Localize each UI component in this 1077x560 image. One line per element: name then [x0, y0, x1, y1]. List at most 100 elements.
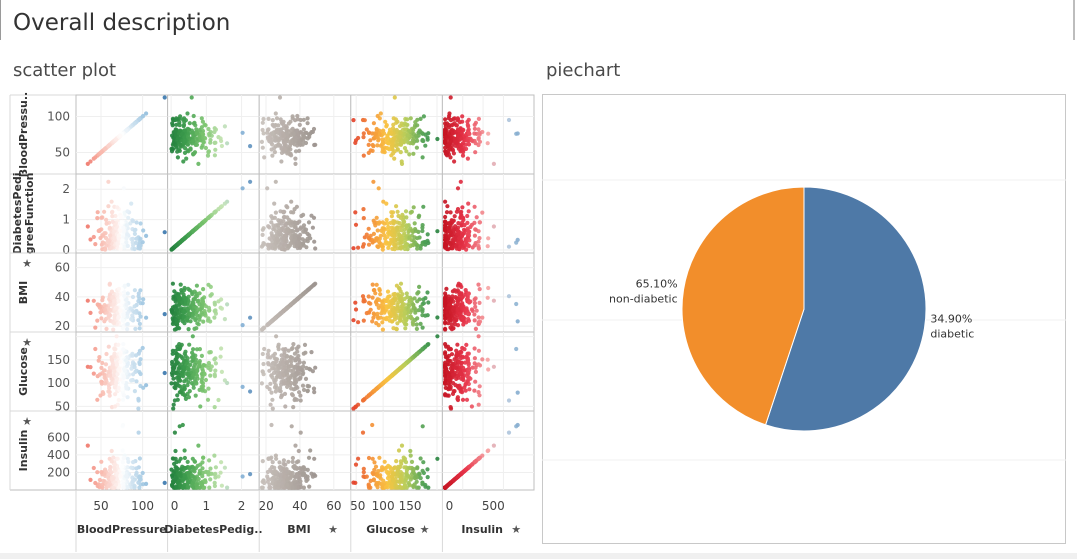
scatter-point — [93, 481, 97, 485]
scatter-point — [86, 299, 90, 303]
scatter-point — [225, 141, 229, 145]
scatter-point — [404, 224, 408, 228]
scatter-cell-dpf-bp — [76, 174, 168, 253]
scatter-point — [115, 205, 119, 209]
scatter-point — [399, 140, 403, 144]
scatter-point — [97, 355, 101, 359]
scatter-point — [467, 238, 471, 242]
scatter-point — [207, 458, 211, 462]
scatter-point — [274, 457, 278, 461]
scatter-point — [213, 309, 217, 313]
scatter-point — [134, 241, 138, 245]
scatter-point — [445, 247, 449, 251]
scatter-point — [279, 159, 283, 163]
scatter-point — [285, 137, 289, 141]
scatter-point — [98, 236, 102, 240]
scatter-point — [169, 248, 173, 252]
scatter-point — [460, 205, 464, 209]
scatter-point — [291, 346, 295, 350]
scatter-point — [372, 288, 376, 292]
scatter-point — [106, 370, 110, 374]
scatter-point — [272, 202, 276, 206]
scatter-point — [308, 448, 312, 452]
scatter-point — [284, 204, 288, 208]
scatter-point — [377, 220, 381, 224]
scatter-point — [248, 144, 252, 148]
scatter-point — [470, 138, 474, 142]
scatter-point — [302, 388, 306, 392]
scatter-point — [120, 387, 124, 391]
scatter-cell-bmi-glu — [351, 253, 443, 332]
scatter-point — [169, 308, 173, 312]
scatter-point — [189, 319, 193, 323]
scatter-point — [465, 214, 469, 218]
scatter-point — [193, 297, 197, 301]
scatter-point — [113, 463, 117, 467]
scatter-point — [391, 326, 395, 330]
scatter-point — [443, 374, 447, 378]
scatter-point — [426, 131, 430, 135]
scatter-point — [449, 95, 453, 99]
scatter-point — [371, 180, 375, 184]
scatter-point — [274, 359, 278, 363]
scatter-point — [411, 152, 415, 156]
scatter-point — [123, 284, 127, 288]
scatter-point — [267, 139, 271, 143]
scatter-point — [446, 137, 450, 141]
scatter-point — [507, 398, 511, 402]
scatter-point — [391, 151, 395, 155]
y-tick-label: 400 — [47, 448, 70, 462]
scatter-point — [206, 398, 210, 402]
scatter-point — [284, 370, 288, 374]
scatter-point — [287, 365, 291, 369]
scatter-point — [287, 121, 291, 125]
scatter-point — [297, 149, 301, 153]
scatter-point — [443, 352, 447, 356]
scatter-point — [177, 303, 181, 307]
scatter-point — [302, 361, 306, 365]
scatter-point — [97, 359, 101, 363]
scatter-point — [370, 319, 374, 323]
scatter-point — [119, 215, 123, 219]
scatter-point — [384, 124, 388, 128]
scatter-point — [261, 121, 265, 125]
scatter-point — [306, 468, 310, 472]
scatter-point — [391, 292, 395, 296]
scatter-point — [104, 362, 108, 366]
scatter-cell-dpf-ins — [442, 174, 534, 253]
scatter-point — [268, 382, 272, 386]
scatter-point — [423, 314, 427, 318]
scatter-point — [399, 241, 403, 245]
scatter-point — [195, 374, 199, 378]
scatter-point — [477, 349, 481, 353]
scatter-point — [312, 216, 316, 220]
scatter-point — [399, 366, 403, 370]
scatter-point — [206, 283, 210, 287]
scatter-point — [299, 398, 303, 402]
scatter-point — [261, 146, 265, 150]
scatter-point — [467, 387, 471, 391]
scatter-cell-ins-bp — [76, 411, 168, 490]
scatter-point — [114, 137, 118, 141]
scatter-point — [171, 295, 175, 299]
scatter-point — [309, 350, 313, 354]
scatter-point — [93, 242, 97, 246]
scatter-point — [480, 211, 484, 215]
scatter-point — [144, 383, 148, 387]
scatter-point — [354, 223, 358, 227]
scatter-point — [192, 478, 196, 482]
scatter-point — [133, 247, 137, 251]
scatter-point — [421, 155, 425, 159]
scatter-cell-bp-ins — [442, 95, 534, 174]
scatter-point — [99, 366, 103, 370]
scatter-point — [192, 151, 196, 155]
y-tick-label: 100 — [47, 376, 70, 390]
scatter-point — [182, 379, 186, 383]
scatter-point — [456, 395, 460, 399]
scatter-point — [121, 319, 125, 323]
scatter-point — [163, 95, 167, 99]
scatter-point — [187, 127, 191, 131]
scatter-point — [455, 210, 459, 214]
scatter-point — [182, 295, 186, 299]
